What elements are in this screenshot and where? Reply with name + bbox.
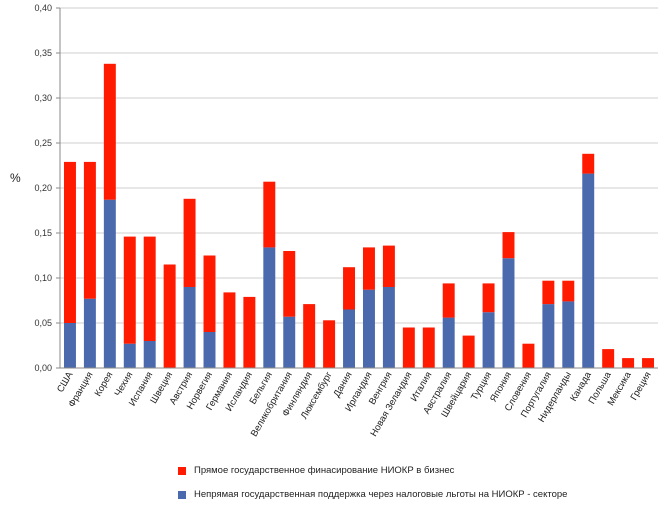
y-axis-label: %	[10, 171, 21, 185]
y-tick-label: 0,35	[34, 48, 52, 58]
bar-direct-1	[63, 161, 76, 323]
bar-indirect-17	[382, 287, 395, 368]
bar-direct-25	[542, 280, 555, 305]
y-axis-ticks: 0,00 0,05 0,10 0,15 0,20 0,25 0,30 0,35 0,40	[34, 3, 60, 373]
y-tick-label: 0,40	[34, 3, 52, 13]
y-tick-label: 0,20	[34, 183, 52, 193]
bar-indirect-16	[362, 289, 375, 368]
bar-indirect-3	[103, 199, 116, 368]
bar-direct-23	[502, 232, 515, 259]
bar-indirect-20	[442, 317, 455, 368]
bar-direct-29	[622, 358, 635, 368]
bar-direct-16	[362, 247, 375, 290]
bar-indirect-27	[582, 173, 595, 368]
bar-direct-20	[442, 283, 455, 318]
bar-direct-19	[422, 327, 435, 368]
legend-swatch-indirect	[178, 490, 186, 499]
x-tick-label: США	[55, 369, 76, 394]
bar-direct-28	[602, 349, 615, 368]
bar-direct-26	[562, 280, 575, 302]
y-tick-label: 0,30	[34, 93, 52, 103]
bar-direct-7	[183, 198, 196, 287]
bar-indirect-12	[283, 316, 296, 368]
bar-direct-21	[462, 335, 475, 368]
bar-direct-22	[482, 283, 495, 313]
bar-indirect-22	[482, 312, 495, 368]
bar-direct-6	[163, 264, 176, 368]
bars	[63, 63, 655, 368]
bar-indirect-23	[502, 258, 515, 368]
bar-direct-11	[263, 181, 276, 248]
bar-indirect-25	[542, 304, 555, 368]
legend-label-direct: Прямое государственное финасирование НИО…	[194, 465, 455, 476]
legend-item-indirect: Непрямая государственная поддержка через…	[178, 489, 567, 500]
y-tick-label: 0,00	[34, 363, 52, 373]
bar-direct-4	[123, 236, 136, 344]
bar-indirect-26	[562, 301, 575, 368]
y-tick-label: 0,05	[34, 318, 52, 328]
bar-direct-10	[243, 296, 256, 368]
bar-indirect-15	[343, 309, 356, 368]
y-tick-label: 0,10	[34, 273, 52, 283]
gridlines	[60, 7, 658, 324]
bar-direct-14	[323, 320, 336, 368]
bar-direct-12	[283, 251, 296, 317]
bar-direct-3	[103, 63, 116, 200]
bar-indirect-4	[123, 343, 136, 368]
bar-indirect-2	[83, 298, 96, 368]
bar-indirect-7	[183, 287, 196, 368]
legend-label-indirect: Непрямая государственная поддержка через…	[194, 489, 568, 500]
x-axis-labels: СШАФранцияКореяЧехияИспанияШвецияАвстрия…	[55, 369, 654, 438]
bar-direct-2	[83, 161, 96, 299]
y-tick-label: 0,15	[34, 228, 52, 238]
bar-direct-17	[382, 245, 395, 287]
legend-swatch-direct	[178, 466, 186, 475]
bar-direct-13	[303, 304, 316, 368]
stacked-bar-chart: 0,00 0,05 0,10 0,15 0,20 0,25 0,30 0,35 0,40 США…	[10, 3, 658, 439]
bar-indirect-11	[263, 247, 276, 368]
bar-direct-27	[582, 153, 595, 174]
bar-direct-5	[143, 236, 156, 341]
bar-direct-24	[522, 343, 535, 368]
bar-direct-15	[343, 267, 356, 310]
legend-item-direct: Прямое государственное финасирование НИО…	[178, 465, 454, 476]
bar-direct-18	[402, 327, 415, 368]
bar-direct-30	[642, 358, 655, 368]
x-tick-label: Корея	[93, 370, 116, 398]
bar-indirect-5	[143, 341, 156, 368]
bar-direct-8	[203, 255, 216, 332]
y-tick-label: 0,25	[34, 138, 52, 148]
bar-direct-9	[223, 292, 236, 368]
bar-indirect-1	[63, 323, 76, 368]
bar-indirect-8	[203, 332, 216, 368]
